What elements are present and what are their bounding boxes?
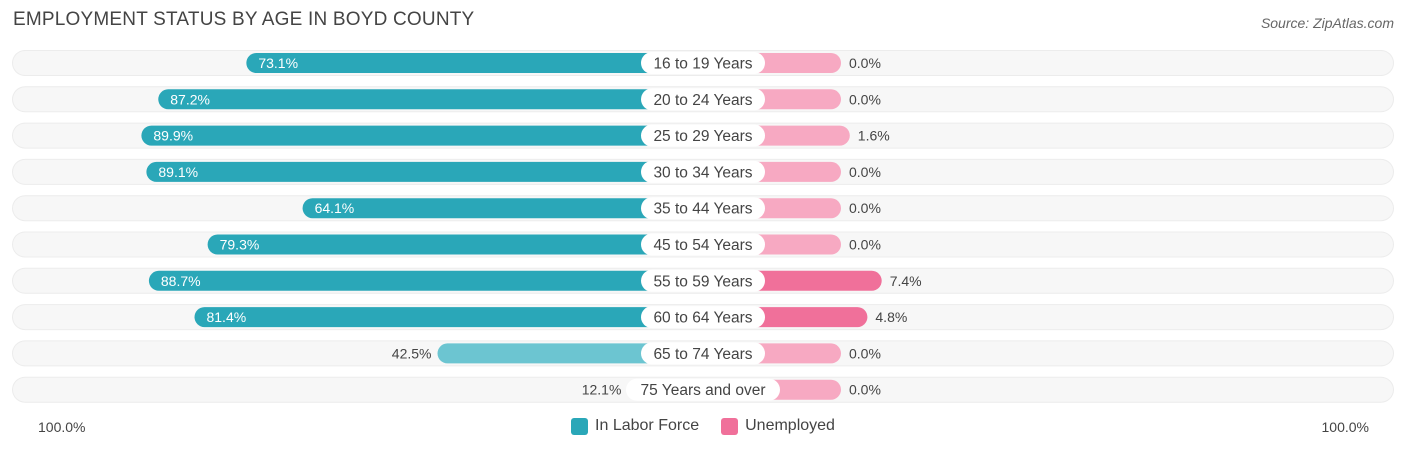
- unemployed-value-label: 0.0%: [849, 345, 881, 361]
- unemployed-value-label: 0.0%: [849, 382, 881, 398]
- labor-force-value-label: 88.7%: [161, 273, 201, 289]
- labor-force-value-label: 73.1%: [258, 55, 298, 71]
- chart-area: 73.1% 0.0% 16 to 19 Years 87.2% 0.0% 20 to 24…: [12, 50, 1394, 403]
- legend-label-unemployed: Unemployed: [745, 417, 835, 434]
- labor-force-bar: [207, 234, 703, 255]
- labor-force-bar: [302, 198, 703, 219]
- category-label: 16 to 19 Years: [653, 56, 752, 73]
- axis-right-label: 100.0%: [1321, 419, 1369, 435]
- labor-force-value-label: 42.5%: [392, 345, 432, 361]
- category-label-pill: [641, 342, 765, 365]
- unemployed-value-label: 0.0%: [849, 91, 881, 107]
- legend: In Labor Force Unemployed: [0, 415, 1406, 437]
- labor-force-value-label: 87.2%: [170, 91, 210, 107]
- labor-force-bar: [158, 89, 703, 110]
- unemployed-value-label: 0.0%: [849, 164, 881, 180]
- unemployed-value-label: 7.4%: [890, 273, 922, 289]
- labor-force-bar: [146, 161, 703, 182]
- category-label-pill: [641, 52, 765, 74]
- category-label-pill: [641, 160, 765, 183]
- category-label: 25 to 29 Years: [653, 128, 752, 145]
- labor-force-bar: [437, 343, 703, 364]
- category-label: 45 to 54 Years: [653, 237, 752, 254]
- labor-force-bar: [246, 53, 703, 73]
- labor-force-bar: [141, 125, 703, 146]
- legend-item-unemployed: Unemployed: [721, 417, 835, 435]
- chart-title: EMPLOYMENT STATUS BY AGE IN BOYD COUNTY: [13, 9, 475, 30]
- source-label: Source: ZipAtlas.com: [1260, 15, 1394, 31]
- category-label: 75 Years and over: [641, 382, 766, 399]
- labor-force-value-label: 81.4%: [206, 309, 246, 325]
- unemployed-value-label: 0.0%: [849, 55, 881, 71]
- labor-force-value-label: 79.3%: [220, 237, 260, 253]
- legend-swatch-labor-force: [571, 417, 589, 435]
- category-label-pill: [626, 378, 780, 401]
- category-label: 20 to 24 Years: [653, 92, 752, 109]
- category-label: 65 to 74 Years: [653, 346, 752, 363]
- category-label: 35 to 44 Years: [653, 201, 752, 218]
- labor-force-value-label: 89.9%: [153, 128, 193, 144]
- unemployed-value-label: 1.6%: [858, 128, 890, 144]
- category-label: 55 to 59 Years: [653, 273, 752, 290]
- labor-force-bar: [148, 270, 703, 291]
- category-label: 30 to 34 Years: [653, 164, 752, 181]
- labor-force-value-label: 89.1%: [158, 164, 198, 180]
- legend-item-labor-force: In Labor Force: [571, 417, 699, 435]
- category-label-pill: [641, 124, 765, 147]
- unemployed-value-label: 0.0%: [849, 237, 881, 253]
- legend-swatch-unemployed: [721, 417, 739, 435]
- category-label: 60 to 64 Years: [653, 310, 752, 327]
- labor-force-bar: [194, 307, 703, 328]
- axis-left-label: 100.0%: [38, 419, 86, 435]
- labor-force-value-label: 64.1%: [315, 200, 355, 216]
- unemployed-value-label: 4.8%: [875, 309, 907, 325]
- category-label-pill: [641, 88, 765, 111]
- unemployed-value-label: 0.0%: [849, 200, 881, 216]
- category-label-pill: [641, 306, 765, 329]
- legend-label-labor-force: In Labor Force: [595, 417, 700, 434]
- category-label-pill: [641, 197, 765, 220]
- labor-force-value-label: 12.1%: [582, 382, 622, 398]
- category-label-pill: [641, 269, 765, 292]
- category-label-pill: [641, 233, 765, 256]
